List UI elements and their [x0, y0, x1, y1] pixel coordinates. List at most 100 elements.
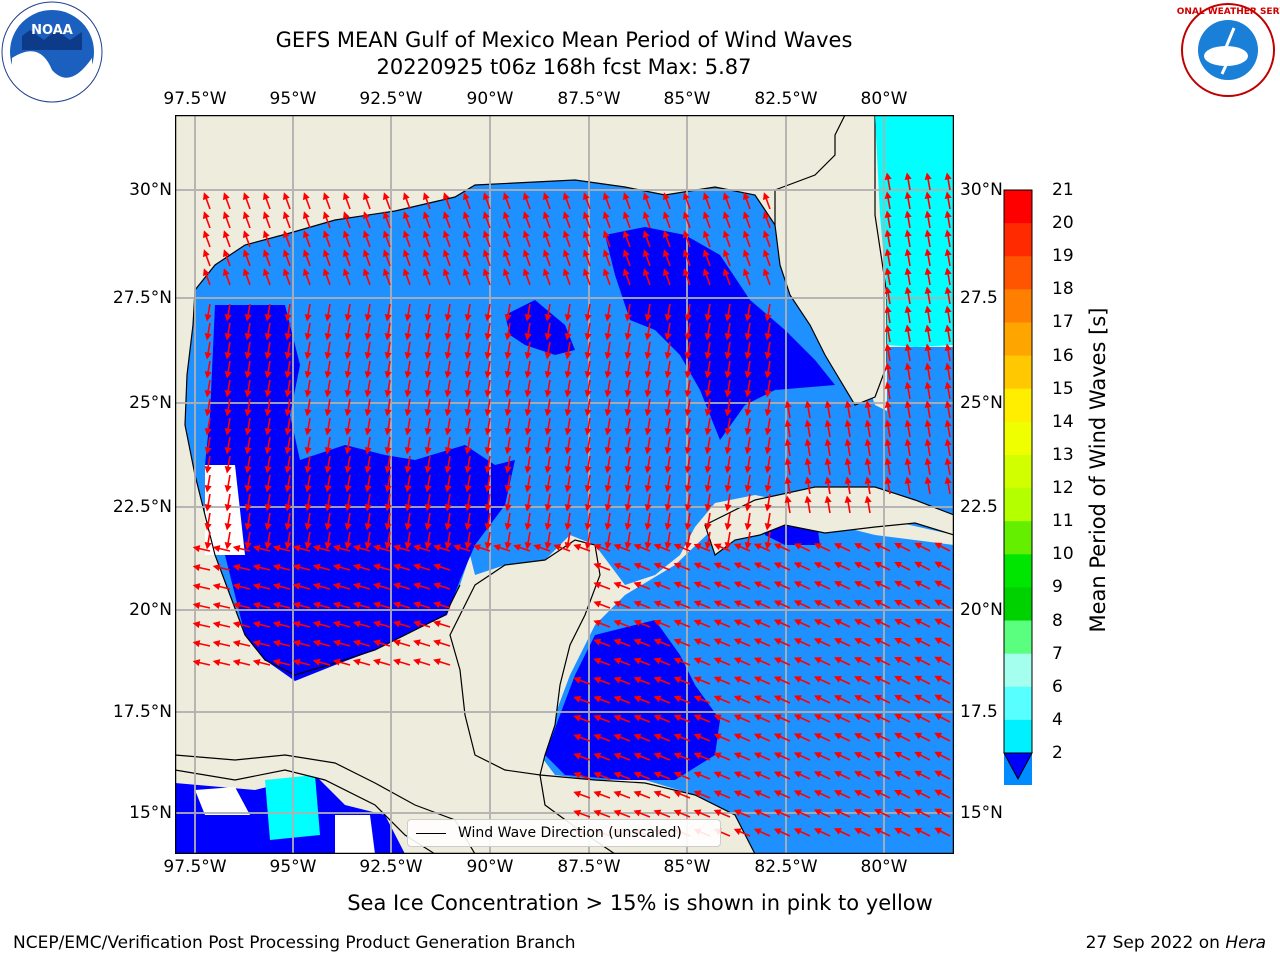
- wave-arrowhead: [914, 827, 923, 835]
- wave-arrowhead: [784, 476, 792, 485]
- wave-arrowhead: [404, 484, 412, 493]
- wave-arrowhead: [364, 465, 372, 474]
- wave-arrowhead: [934, 618, 943, 626]
- lat-tick-left: 15°N: [129, 803, 172, 823]
- wave-arrowhead: [262, 211, 270, 220]
- wave-arrowhead: [924, 229, 932, 238]
- wave-arrowhead: [684, 427, 692, 436]
- wave-arrowhead: [944, 210, 952, 219]
- wave-arrowhead: [784, 419, 792, 428]
- wave-arrowhead: [402, 192, 410, 201]
- wave-arrowhead: [392, 544, 401, 552]
- wave-arrowhead: [473, 544, 481, 552]
- wave-arrowhead: [824, 438, 832, 447]
- wave-arrowhead: [524, 351, 532, 360]
- wave-arrowhead: [604, 351, 612, 360]
- wave-arrowhead: [764, 332, 772, 341]
- wave-arrowhead: [824, 400, 832, 409]
- wave-arrowhead: [684, 408, 692, 417]
- wave-arrowhead: [244, 370, 252, 379]
- wave-arrowhead: [693, 676, 702, 684]
- wave-arrowhead: [364, 541, 372, 550]
- wave-arrowhead: [442, 249, 450, 258]
- wave-arrowhead: [524, 313, 532, 322]
- wave-arrowhead: [724, 427, 732, 436]
- wave-arrowhead: [693, 714, 702, 722]
- wave-arrowhead: [664, 522, 672, 531]
- colorbar-segment: [1004, 355, 1032, 390]
- wave-arrowhead: [664, 351, 672, 360]
- wave-arrowhead: [864, 457, 872, 466]
- wave-arrowhead: [382, 230, 390, 239]
- wave-arrowhead: [433, 544, 441, 552]
- wave-arrowhead: [544, 446, 552, 455]
- wave-arrowhead: [653, 714, 662, 722]
- wave-arrowhead: [653, 581, 662, 589]
- wave-arrowhead: [764, 484, 772, 493]
- wave-arrowhead: [292, 639, 301, 647]
- wave-arrowhead: [464, 503, 472, 512]
- wave-arrowhead: [484, 408, 492, 417]
- wave-arrowhead: [924, 267, 932, 276]
- wave-arrowhead: [593, 790, 602, 798]
- wave-arrowhead: [624, 389, 632, 398]
- wave-arrowhead: [462, 230, 470, 239]
- wave-arrowhead: [264, 484, 272, 493]
- wave-arrowhead: [444, 465, 452, 474]
- wave-arrowhead: [833, 809, 842, 816]
- wave-arrowhead: [764, 351, 772, 360]
- wave-arrowhead: [593, 752, 602, 760]
- wave-arrowhead: [382, 211, 390, 220]
- wave-arrowhead: [604, 503, 612, 512]
- wave-arrowhead: [662, 211, 670, 220]
- wave-arrowhead: [562, 230, 570, 239]
- wave-arrowhead: [642, 268, 650, 277]
- wave-arrowhead: [433, 639, 441, 647]
- wave-arrowhead: [673, 638, 682, 646]
- wave-arrowhead: [793, 581, 802, 588]
- wave-arrowhead: [564, 446, 572, 455]
- wave-arrowhead: [904, 419, 912, 428]
- wave-arrowhead: [904, 286, 912, 295]
- wave-arrowhead: [544, 484, 552, 493]
- wave-arrowhead: [664, 446, 672, 455]
- wave-arrowhead: [424, 389, 432, 398]
- wave-arrowhead: [744, 370, 752, 379]
- wave-arrowhead: [633, 581, 642, 589]
- wave-arrowhead: [813, 828, 822, 835]
- wave-arrowhead: [424, 313, 432, 322]
- wave-arrowhead: [884, 438, 892, 447]
- wave-arrowhead: [753, 676, 762, 683]
- wave-arrowhead: [764, 503, 772, 512]
- wave-arrowhead: [833, 581, 842, 588]
- wave-arrowhead: [613, 543, 622, 551]
- wave-arrowhead: [713, 771, 722, 779]
- wave-arrowhead: [934, 713, 943, 721]
- colorbar-segment: [1004, 190, 1032, 224]
- wave-arrowhead: [344, 522, 352, 531]
- wave-arrowhead: [653, 543, 662, 551]
- wave-arrowhead: [462, 192, 470, 201]
- wave-arrowhead: [464, 541, 472, 550]
- lat-tick-left: 27.5°N: [112, 288, 172, 308]
- wave-arrowhead: [854, 809, 862, 816]
- wave-arrowhead: [573, 771, 582, 779]
- wave-arrowhead: [212, 659, 221, 667]
- wave-arrowhead: [524, 484, 532, 493]
- wave-arrowhead: [673, 752, 682, 760]
- wave-arrowhead: [582, 249, 590, 258]
- wave-arrowhead: [232, 602, 241, 609]
- wave-arrowhead: [633, 600, 642, 608]
- wave-arrowhead: [904, 324, 912, 333]
- wave-arrowhead: [793, 771, 802, 778]
- lon-tick-bottom: 92.5°W: [359, 857, 423, 877]
- wave-arrowhead: [894, 675, 903, 683]
- wave-arrowhead: [944, 400, 952, 409]
- wave-arrowhead: [653, 676, 662, 684]
- wave-arrowhead: [232, 583, 241, 590]
- wave-arrowhead: [352, 544, 361, 552]
- wave-arrowhead: [613, 657, 622, 665]
- wave-arrowhead: [793, 638, 802, 645]
- wave-arrowhead: [564, 332, 572, 341]
- wave-arrowhead: [622, 230, 630, 239]
